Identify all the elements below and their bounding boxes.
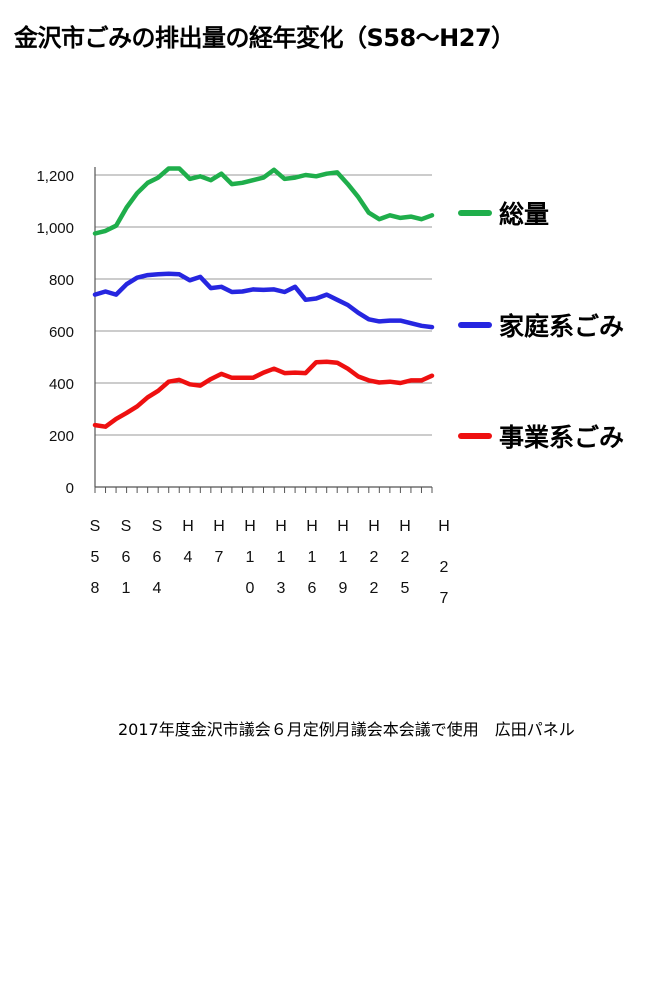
y-tick-label: 1,200 [36, 168, 74, 185]
legend-label: 事業系ごみ [499, 423, 624, 452]
x-tick-label: H7 [213, 518, 225, 566]
y-tick-label: 200 [49, 428, 74, 445]
x-tick-label: H 2 5 [399, 518, 411, 597]
x-tick-label: H4 [182, 518, 194, 566]
x-tick-label-char: S [121, 518, 132, 535]
x-tick-label: S 6 4 [152, 518, 163, 597]
x-tick-label-char: H [244, 518, 256, 535]
x-tick-label-char: 1 [246, 549, 255, 566]
x-tick-label-char: 3 [277, 580, 286, 597]
x-tick-label-char: S [152, 518, 163, 535]
x-tick-label-char: H [275, 518, 287, 535]
x-tick-label-char: 4 [153, 580, 162, 597]
x-tick-label-char: 6 [153, 549, 162, 566]
series-line-総量 [92, 166, 435, 236]
x-tick-label-char: 1 [308, 549, 317, 566]
x-tick-label-char: H [213, 518, 225, 535]
x-tick-label-char: H [337, 518, 349, 535]
x-tick-label-char: H [368, 518, 380, 535]
legend-item: 事業系ごみ [458, 423, 624, 452]
y-tick-label: 400 [49, 376, 74, 393]
x-tick-label-char: 9 [339, 580, 348, 597]
axes [94, 167, 433, 493]
x-tick-label-char: 6 [122, 549, 131, 566]
x-tick-label: S 6 1 [121, 518, 132, 597]
x-tick-label-char: 5 [91, 549, 100, 566]
x-tick-label-char: 7 [215, 549, 224, 566]
x-tick-label: H 2 7 [438, 518, 450, 607]
x-tick-label-char: H [399, 518, 411, 535]
x-tick-label: H 1 9 [337, 518, 349, 597]
x-tick-label-char: H [438, 518, 450, 535]
series-lines [92, 166, 435, 429]
x-tick-label: H 1 6 [306, 518, 318, 597]
y-tick-label: 600 [49, 324, 74, 341]
x-tick-label: H 1 0 [244, 518, 256, 597]
y-tick-label: 800 [49, 272, 74, 289]
x-tick-label-char: H [306, 518, 318, 535]
legend-label: 総量 [499, 200, 549, 229]
x-tick-label: S 5 8 [90, 518, 101, 597]
legend-item: 家庭系ごみ [458, 312, 624, 341]
x-tick-label-char: 8 [91, 580, 100, 597]
x-tick-label-char: 2 [370, 549, 379, 566]
chart-title: 金沢市ごみの排出量の経年変化（S58～H27） [14, 24, 515, 52]
x-tick-label-char: 7 [440, 590, 449, 607]
x-tick-label-char: 4 [184, 549, 193, 566]
x-tick-label-char: 2 [440, 559, 449, 576]
caption: 2017年度金沢市議会６月定例月議会本会議で使用 広田パネル [118, 720, 575, 739]
x-tick-label-char: 1 [277, 549, 286, 566]
x-tick-label-char: 2 [401, 549, 410, 566]
legend-label: 家庭系ごみ [499, 312, 624, 341]
series-line-事業系ごみ [92, 359, 435, 429]
x-tick-label: H 1 3 [275, 518, 287, 597]
x-tick-label: H 2 2 [368, 518, 380, 597]
x-tick-label-char: 1 [339, 549, 348, 566]
x-tick-label-char: S [90, 518, 101, 535]
y-tick-label: 0 [66, 480, 74, 497]
x-tick-label-char: 2 [370, 580, 379, 597]
x-tick-label-char: 0 [246, 580, 255, 597]
x-tick-label-char: H [182, 518, 194, 535]
x-tick-label-char: 6 [308, 580, 317, 597]
x-tick-label-char: 5 [401, 580, 410, 597]
y-axis-tick-labels: 0 200 400 600 800 1,000 1,200 [36, 168, 74, 497]
legend-item: 総量 [458, 200, 549, 229]
y-tick-label: 1,000 [36, 220, 74, 237]
gridlines [95, 174, 432, 436]
series-line-家庭系ごみ [92, 271, 435, 330]
x-tick-label-char: 1 [122, 580, 131, 597]
